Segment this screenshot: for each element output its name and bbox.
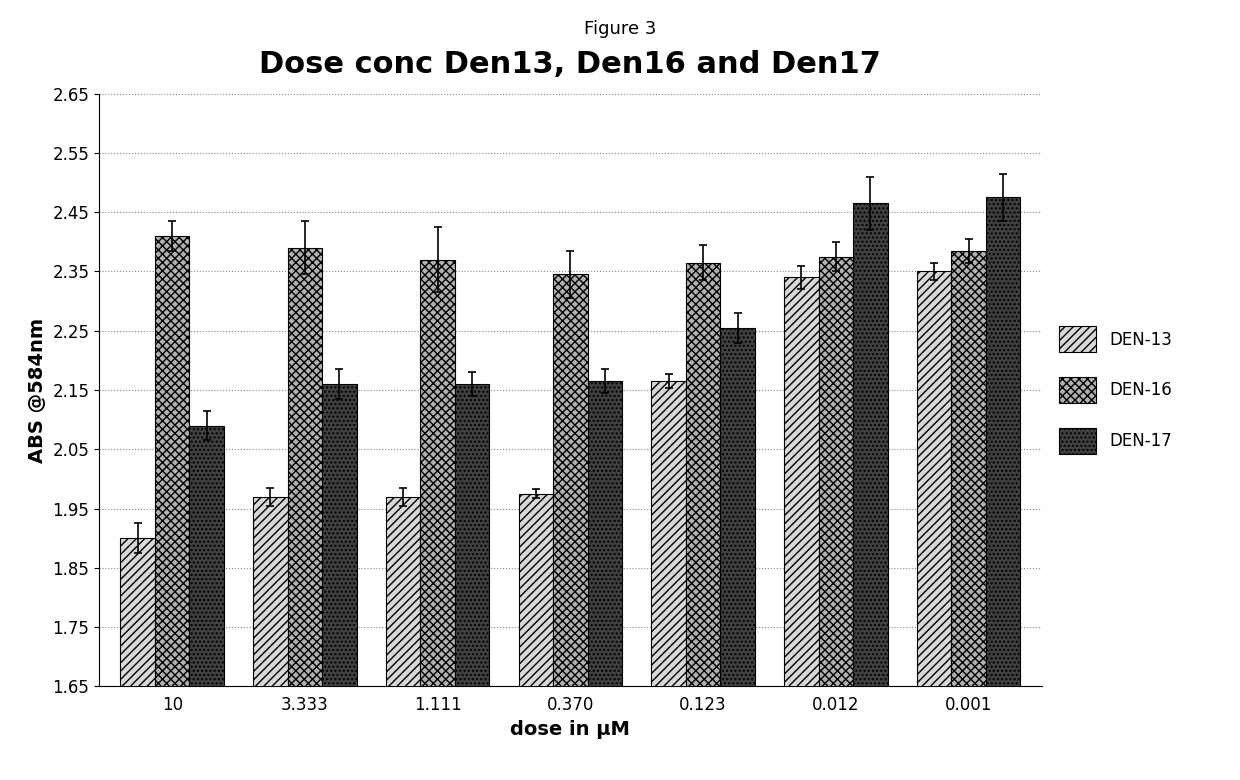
Bar <box>651 381 686 780</box>
Bar <box>916 271 951 780</box>
Bar <box>951 250 986 780</box>
Legend: DEN-13, DEN-16, DEN-17: DEN-13, DEN-16, DEN-17 <box>1059 326 1172 454</box>
Text: Figure 3: Figure 3 <box>584 20 656 37</box>
Bar <box>190 426 224 780</box>
Bar <box>155 236 190 780</box>
Bar <box>518 494 553 780</box>
Bar <box>288 248 322 780</box>
X-axis label: dose in μM: dose in μM <box>511 720 630 739</box>
Bar <box>853 204 888 780</box>
Bar <box>386 497 420 780</box>
Title: Dose conc Den13, Den16 and Den17: Dose conc Den13, Den16 and Den17 <box>259 50 882 79</box>
Bar <box>818 257 853 780</box>
Bar <box>588 381 622 780</box>
Bar <box>784 278 818 780</box>
Bar <box>455 384 490 780</box>
Bar <box>553 275 588 780</box>
Bar <box>420 260 455 780</box>
Bar <box>720 328 755 780</box>
Y-axis label: ABS @584nm: ABS @584nm <box>29 317 47 463</box>
Bar <box>986 197 1021 780</box>
Bar <box>120 538 155 780</box>
Bar <box>322 384 357 780</box>
Bar <box>686 263 720 780</box>
Bar <box>253 497 288 780</box>
